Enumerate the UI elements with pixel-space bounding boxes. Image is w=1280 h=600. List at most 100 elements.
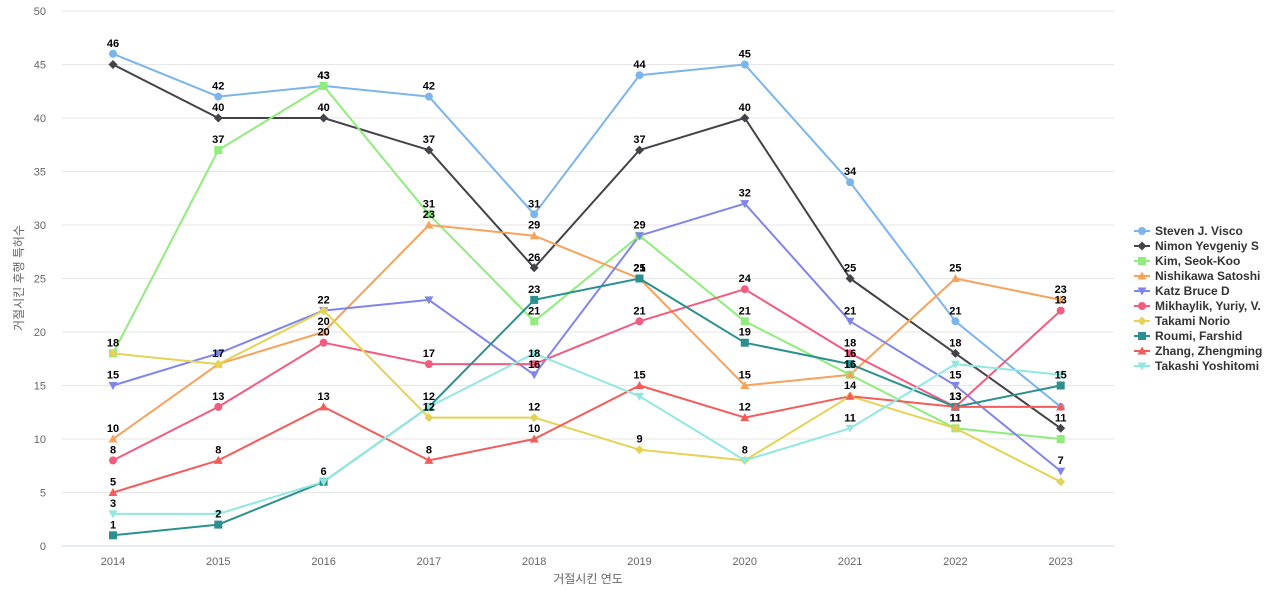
legend-item[interactable]: Nishikawa Satoshi [1134,269,1260,283]
data-point[interactable] [740,413,750,422]
data-point[interactable] [108,434,118,443]
data-point[interactable] [214,92,223,101]
legend-marker[interactable] [1137,316,1147,326]
legend-item[interactable]: Takami Norio [1134,314,1230,328]
data-point[interactable] [319,402,329,411]
data-point[interactable] [214,520,223,529]
data-point[interactable] [214,146,223,155]
data-point[interactable] [635,445,644,455]
legend-item[interactable]: Zhang, Zhengming [1134,344,1262,358]
data-point[interactable] [845,391,855,400]
data-point[interactable] [108,60,118,69]
legend-item[interactable]: Katz Bruce D [1134,284,1230,298]
legend-marker[interactable] [1138,227,1146,235]
data-point[interactable] [424,413,434,423]
data-point[interactable] [1056,423,1066,433]
data-point[interactable] [845,317,855,326]
data-point[interactable] [108,382,118,390]
data-point[interactable] [1056,371,1066,380]
data-point[interactable] [846,178,855,187]
data-point[interactable] [740,381,750,389]
data-point[interactable] [740,317,749,326]
data-point[interactable] [740,200,750,209]
data-point[interactable] [108,510,118,519]
data-point[interactable] [319,81,328,90]
data-point[interactable] [424,403,434,412]
data-point[interactable] [319,306,329,316]
data-point[interactable] [424,360,433,369]
data-point[interactable] [845,370,855,379]
data-point[interactable] [214,402,223,411]
data-point[interactable] [740,285,749,294]
data-point[interactable] [740,338,749,347]
legend-marker[interactable] [1137,287,1147,296]
legend-marker[interactable] [1137,346,1147,355]
data-point[interactable] [845,424,855,433]
data-point[interactable] [1056,402,1066,411]
data-point[interactable] [213,455,223,464]
data-point[interactable] [635,71,644,80]
data-point[interactable] [213,113,223,123]
data-point[interactable] [424,145,434,155]
data-point[interactable] [529,371,539,380]
data-point[interactable] [529,434,539,443]
data-point[interactable] [845,274,855,283]
legend-marker[interactable] [1137,241,1147,251]
data-point[interactable] [950,360,960,369]
data-point[interactable] [846,360,855,369]
data-point[interactable] [109,531,117,540]
data-point[interactable] [1056,435,1065,443]
data-point[interactable] [740,60,749,69]
legend-item[interactable]: Steven J. Visco [1134,224,1243,238]
data-point[interactable] [213,349,223,358]
data-point[interactable] [319,327,329,336]
data-point[interactable] [635,392,644,401]
data-point[interactable] [950,274,960,282]
legend-item[interactable]: Mikhaylik, Yuriy, V. [1134,299,1261,313]
legend-marker[interactable] [1137,271,1147,280]
legend-item[interactable]: Nimon Yevgeniy S [1134,239,1259,253]
legend-marker[interactable] [1138,257,1146,265]
legend-item[interactable]: Kim, Seok-Koo [1134,254,1240,268]
data-point[interactable] [319,113,329,123]
legend-marker[interactable] [1138,302,1146,310]
data-point[interactable] [1056,381,1065,390]
data-point[interactable] [530,317,539,326]
data-point[interactable] [529,231,539,240]
data-point[interactable] [530,295,539,304]
data-point[interactable] [950,423,960,433]
legend-item[interactable]: Takashi Yoshitomi [1134,359,1259,373]
data-point[interactable] [424,210,433,219]
legend-marker[interactable] [1137,362,1147,371]
data-point[interactable] [635,274,644,283]
data-point[interactable] [530,210,539,219]
data-point[interactable] [109,49,117,58]
data-point[interactable] [950,348,960,358]
data-point[interactable] [1056,467,1066,476]
data-point[interactable] [635,317,644,326]
data-point[interactable] [740,113,750,123]
data-point[interactable] [424,220,434,229]
data-point[interactable] [108,488,118,496]
data-point[interactable] [529,413,539,423]
data-point[interactable] [108,348,118,358]
data-point[interactable] [424,92,433,101]
data-point[interactable] [213,510,223,519]
legend-marker[interactable] [1138,332,1146,340]
data-point[interactable] [740,456,750,465]
data-point[interactable] [1056,306,1065,315]
data-point[interactable] [109,456,117,465]
data-point[interactable] [951,317,960,326]
data-point[interactable] [846,349,855,358]
data-point[interactable] [950,382,960,390]
data-point[interactable] [635,145,644,155]
data-point[interactable] [213,359,223,369]
data-point[interactable] [424,455,434,464]
data-point[interactable] [530,360,539,369]
data-point[interactable] [635,232,644,241]
data-point[interactable] [635,381,644,389]
data-point[interactable] [319,478,329,487]
data-point[interactable] [529,263,539,273]
data-point[interactable] [1056,477,1066,487]
data-point[interactable] [1056,295,1066,304]
